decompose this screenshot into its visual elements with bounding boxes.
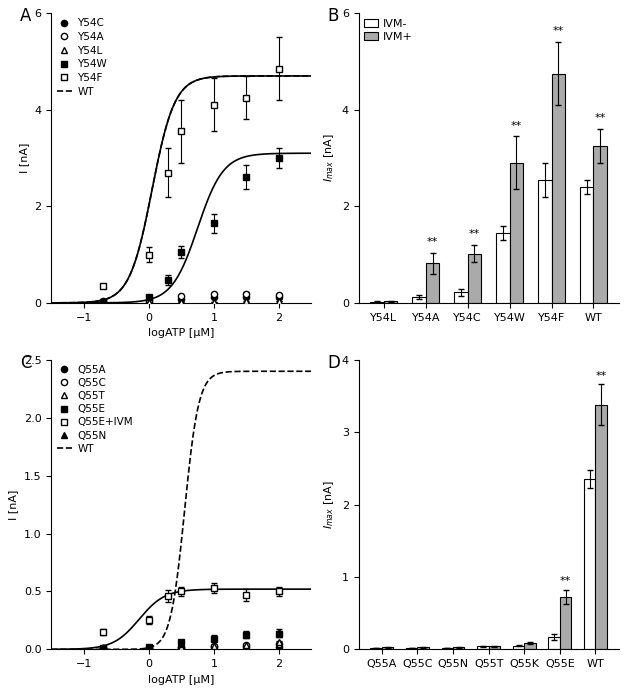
Legend: Y54C, Y54A, Y54L, Y54W, Y54F, WT: Y54C, Y54A, Y54L, Y54W, Y54F, WT	[56, 19, 107, 96]
Y-axis label: $\it{I}_{max}$ [nA]: $\it{I}_{max}$ [nA]	[322, 480, 336, 529]
Text: **: **	[511, 121, 522, 130]
Text: **: **	[594, 113, 606, 123]
X-axis label: logATP [μM]: logATP [μM]	[148, 328, 214, 338]
Bar	[371, 648, 382, 649]
Bar	[560, 597, 571, 649]
Bar	[580, 187, 593, 303]
Bar	[584, 479, 596, 649]
Text: C: C	[20, 354, 31, 372]
Bar	[382, 647, 393, 649]
Bar	[455, 292, 468, 303]
Text: B: B	[327, 8, 339, 26]
Text: **: **	[552, 26, 564, 36]
Bar	[552, 73, 565, 303]
Bar	[513, 646, 524, 649]
Bar	[488, 647, 500, 649]
Legend: IVM-, IVM+: IVM-, IVM+	[364, 19, 413, 42]
Bar	[496, 233, 510, 303]
Text: **: **	[427, 237, 438, 247]
Y-axis label: $\it{I}_{max}$ [nA]: $\it{I}_{max}$ [nA]	[322, 134, 336, 182]
Bar	[384, 301, 398, 303]
Text: D: D	[327, 354, 340, 372]
Y-axis label: I [nA]: I [nA]	[19, 143, 29, 173]
Bar	[538, 179, 552, 303]
Bar	[468, 254, 481, 303]
Bar	[593, 146, 607, 303]
X-axis label: logATP [μM]: logATP [μM]	[148, 675, 214, 685]
Bar	[596, 405, 607, 649]
Bar	[371, 302, 384, 303]
Bar	[418, 647, 429, 649]
Bar	[477, 647, 488, 649]
Y-axis label: I [nA]: I [nA]	[8, 489, 18, 520]
Text: **: **	[560, 577, 571, 586]
Bar	[441, 648, 453, 649]
Legend: Q55A, Q55C, Q55T, Q55E, Q55E+IVM, Q55N, WT: Q55A, Q55C, Q55T, Q55E, Q55E+IVM, Q55N, …	[56, 365, 133, 454]
Text: **: **	[596, 371, 607, 380]
Bar	[510, 163, 523, 303]
Bar	[524, 643, 535, 649]
Text: A: A	[20, 8, 31, 26]
Bar	[413, 297, 426, 303]
Bar	[406, 648, 418, 649]
Bar	[453, 647, 465, 649]
Bar	[426, 263, 440, 303]
Bar	[549, 637, 560, 649]
Text: **: **	[469, 229, 480, 239]
